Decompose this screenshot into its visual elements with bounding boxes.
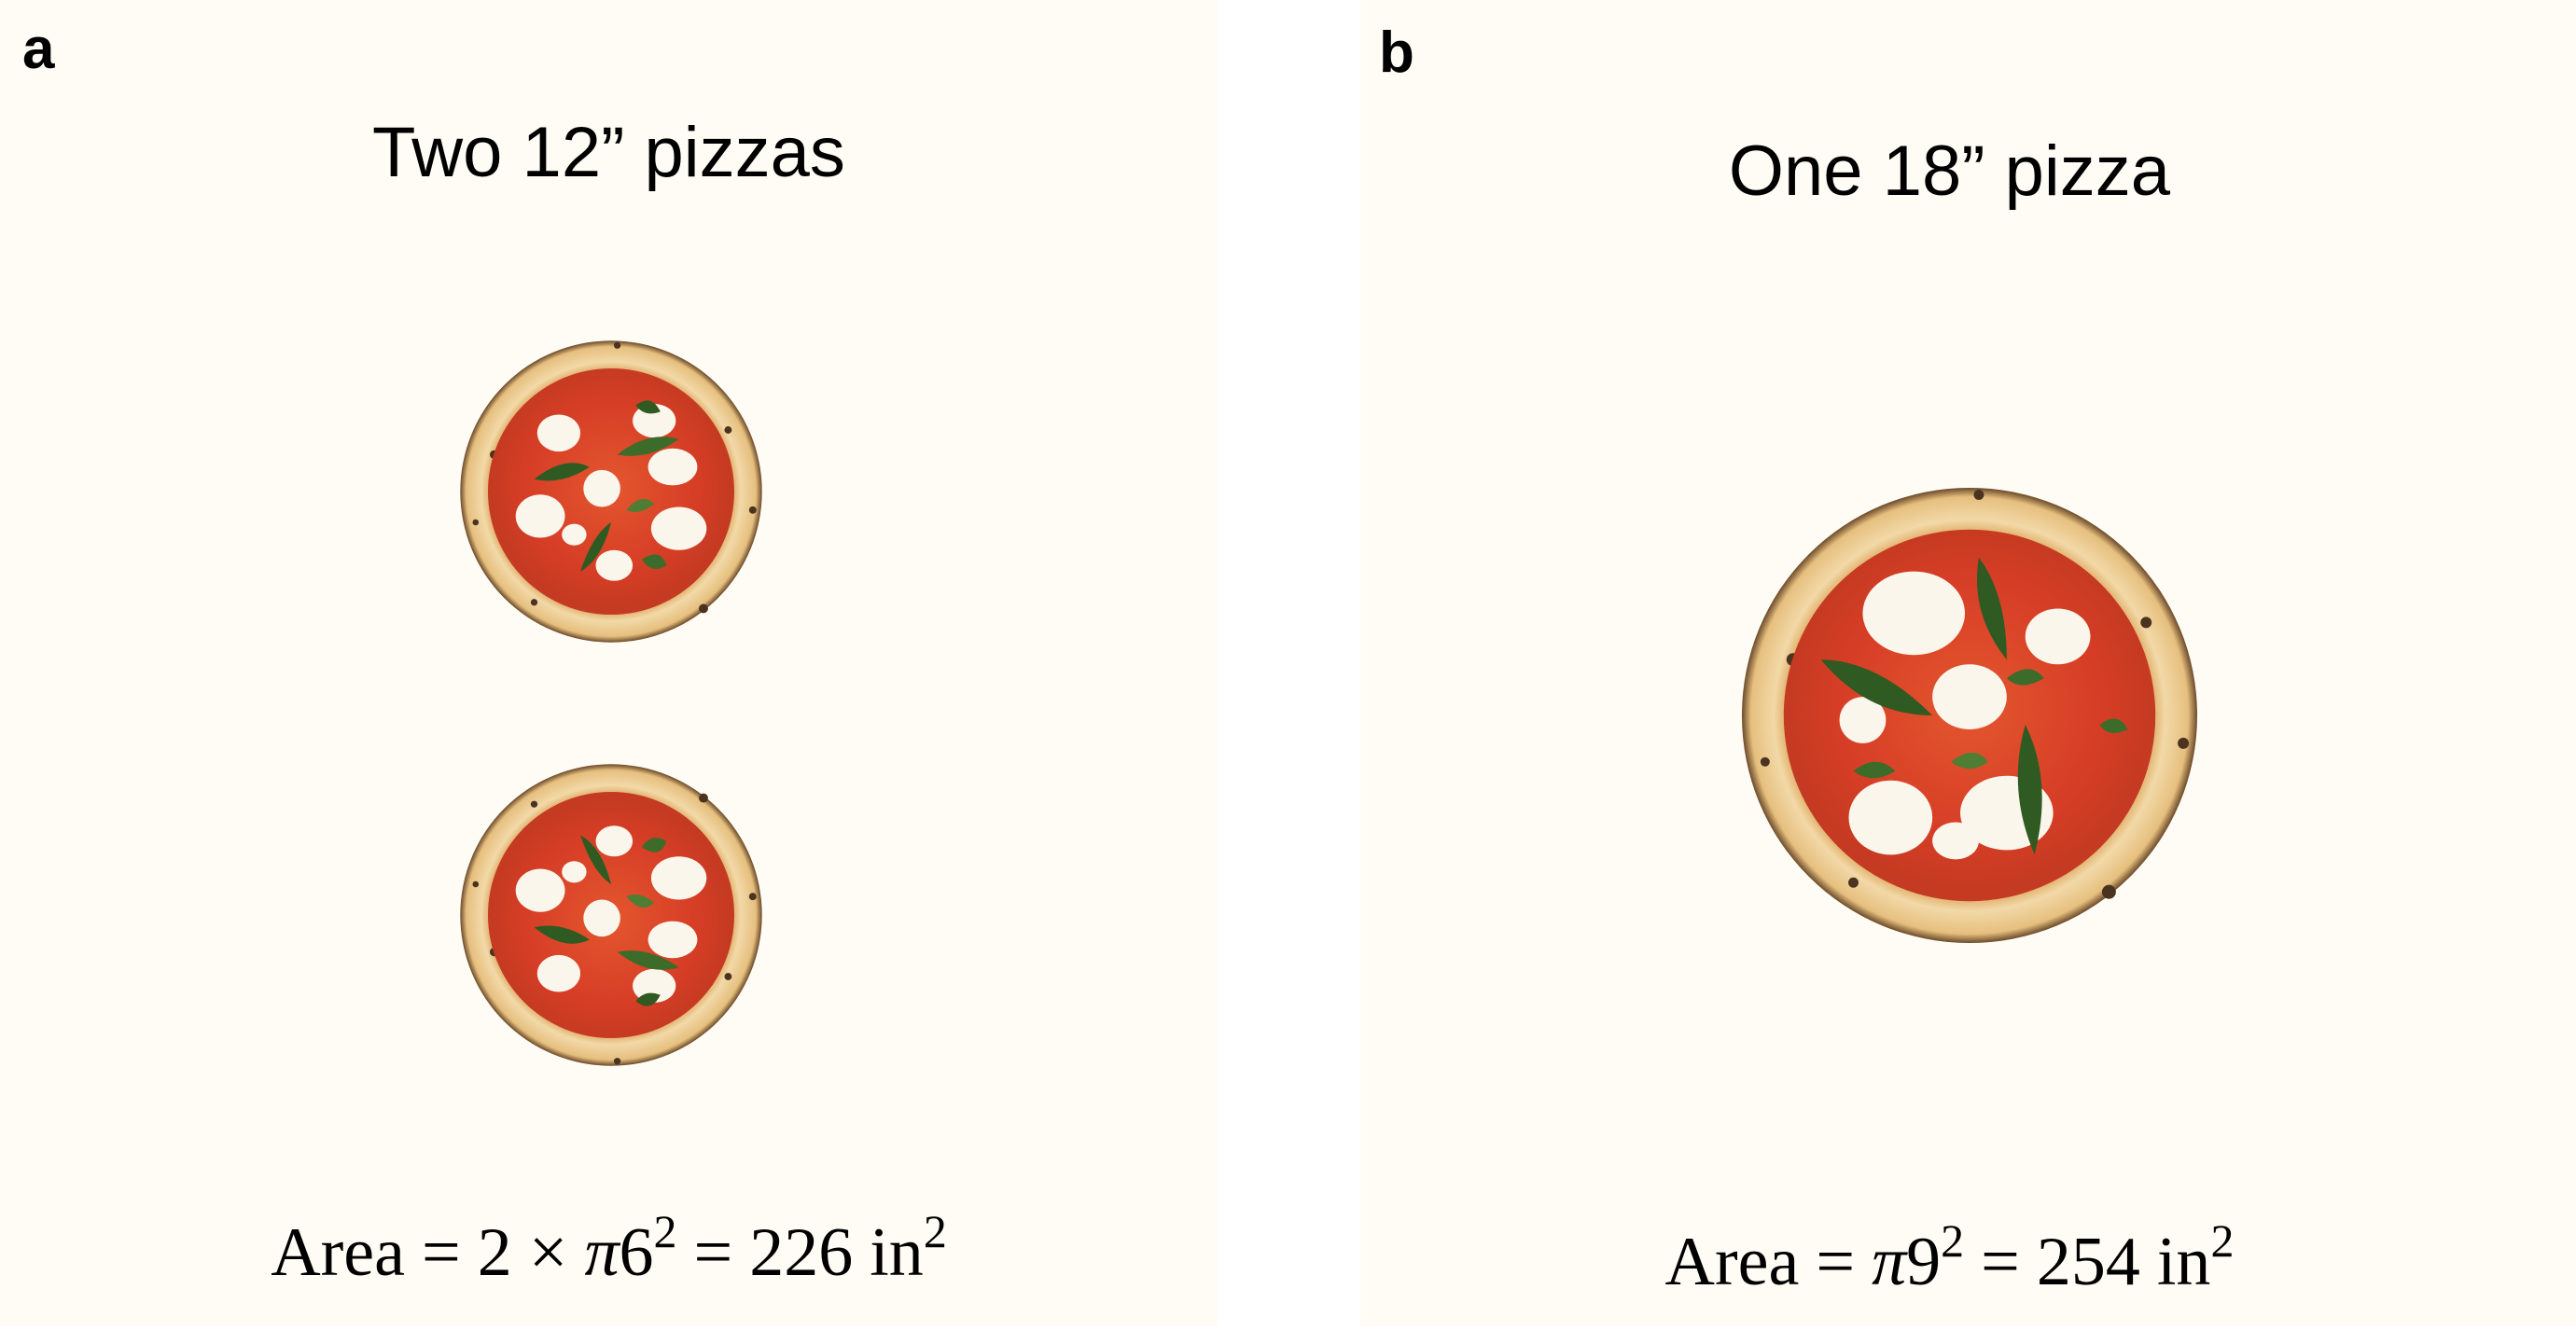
formula-equals: = bbox=[421, 1214, 461, 1291]
formula-radius-exponent: 2 bbox=[653, 1205, 677, 1257]
margherita-pizza-icon bbox=[1737, 483, 2202, 948]
panel-letter: b bbox=[1379, 21, 1414, 85]
formula-times: × bbox=[528, 1214, 568, 1291]
formula-equals: = bbox=[693, 1214, 733, 1291]
formula-unit: in bbox=[870, 1214, 924, 1291]
formula-equals: = bbox=[1816, 1224, 1856, 1300]
panel-a: a Two 12” pizzas Area = 2 × π62 = 226 in2 bbox=[0, 0, 1218, 1326]
area-formula: Area = π92 = 254 in2 bbox=[1342, 1217, 2557, 1296]
formula-radius-exponent: 2 bbox=[1941, 1214, 1965, 1267]
area-formula: Area = 2 × π62 = 226 in2 bbox=[0, 1208, 1218, 1287]
formula-unit-exponent: 2 bbox=[2210, 1214, 2235, 1267]
formula-pi: π bbox=[1872, 1224, 1907, 1300]
panel-letter: a bbox=[22, 17, 55, 81]
formula-radius: 6 bbox=[619, 1214, 654, 1291]
formula-equals: = bbox=[1981, 1224, 2020, 1300]
panel-title: One 18” pizza bbox=[1728, 132, 2171, 211]
panel-title: Two 12” pizzas bbox=[372, 113, 845, 192]
formula-value: 226 bbox=[749, 1214, 854, 1291]
margherita-pizza-icon bbox=[457, 761, 765, 1069]
formula-lhs: Area bbox=[271, 1214, 405, 1291]
formula-radius: 9 bbox=[1906, 1224, 1942, 1300]
formula-lhs: Area bbox=[1664, 1224, 1800, 1300]
formula-coefficient: 2 bbox=[477, 1214, 512, 1291]
formula-pi: π bbox=[584, 1214, 620, 1291]
margherita-pizza-icon bbox=[457, 338, 765, 645]
formula-unit: in bbox=[2156, 1224, 2211, 1300]
formula-value: 254 bbox=[2036, 1224, 2140, 1300]
formula-unit-exponent: 2 bbox=[923, 1205, 947, 1257]
